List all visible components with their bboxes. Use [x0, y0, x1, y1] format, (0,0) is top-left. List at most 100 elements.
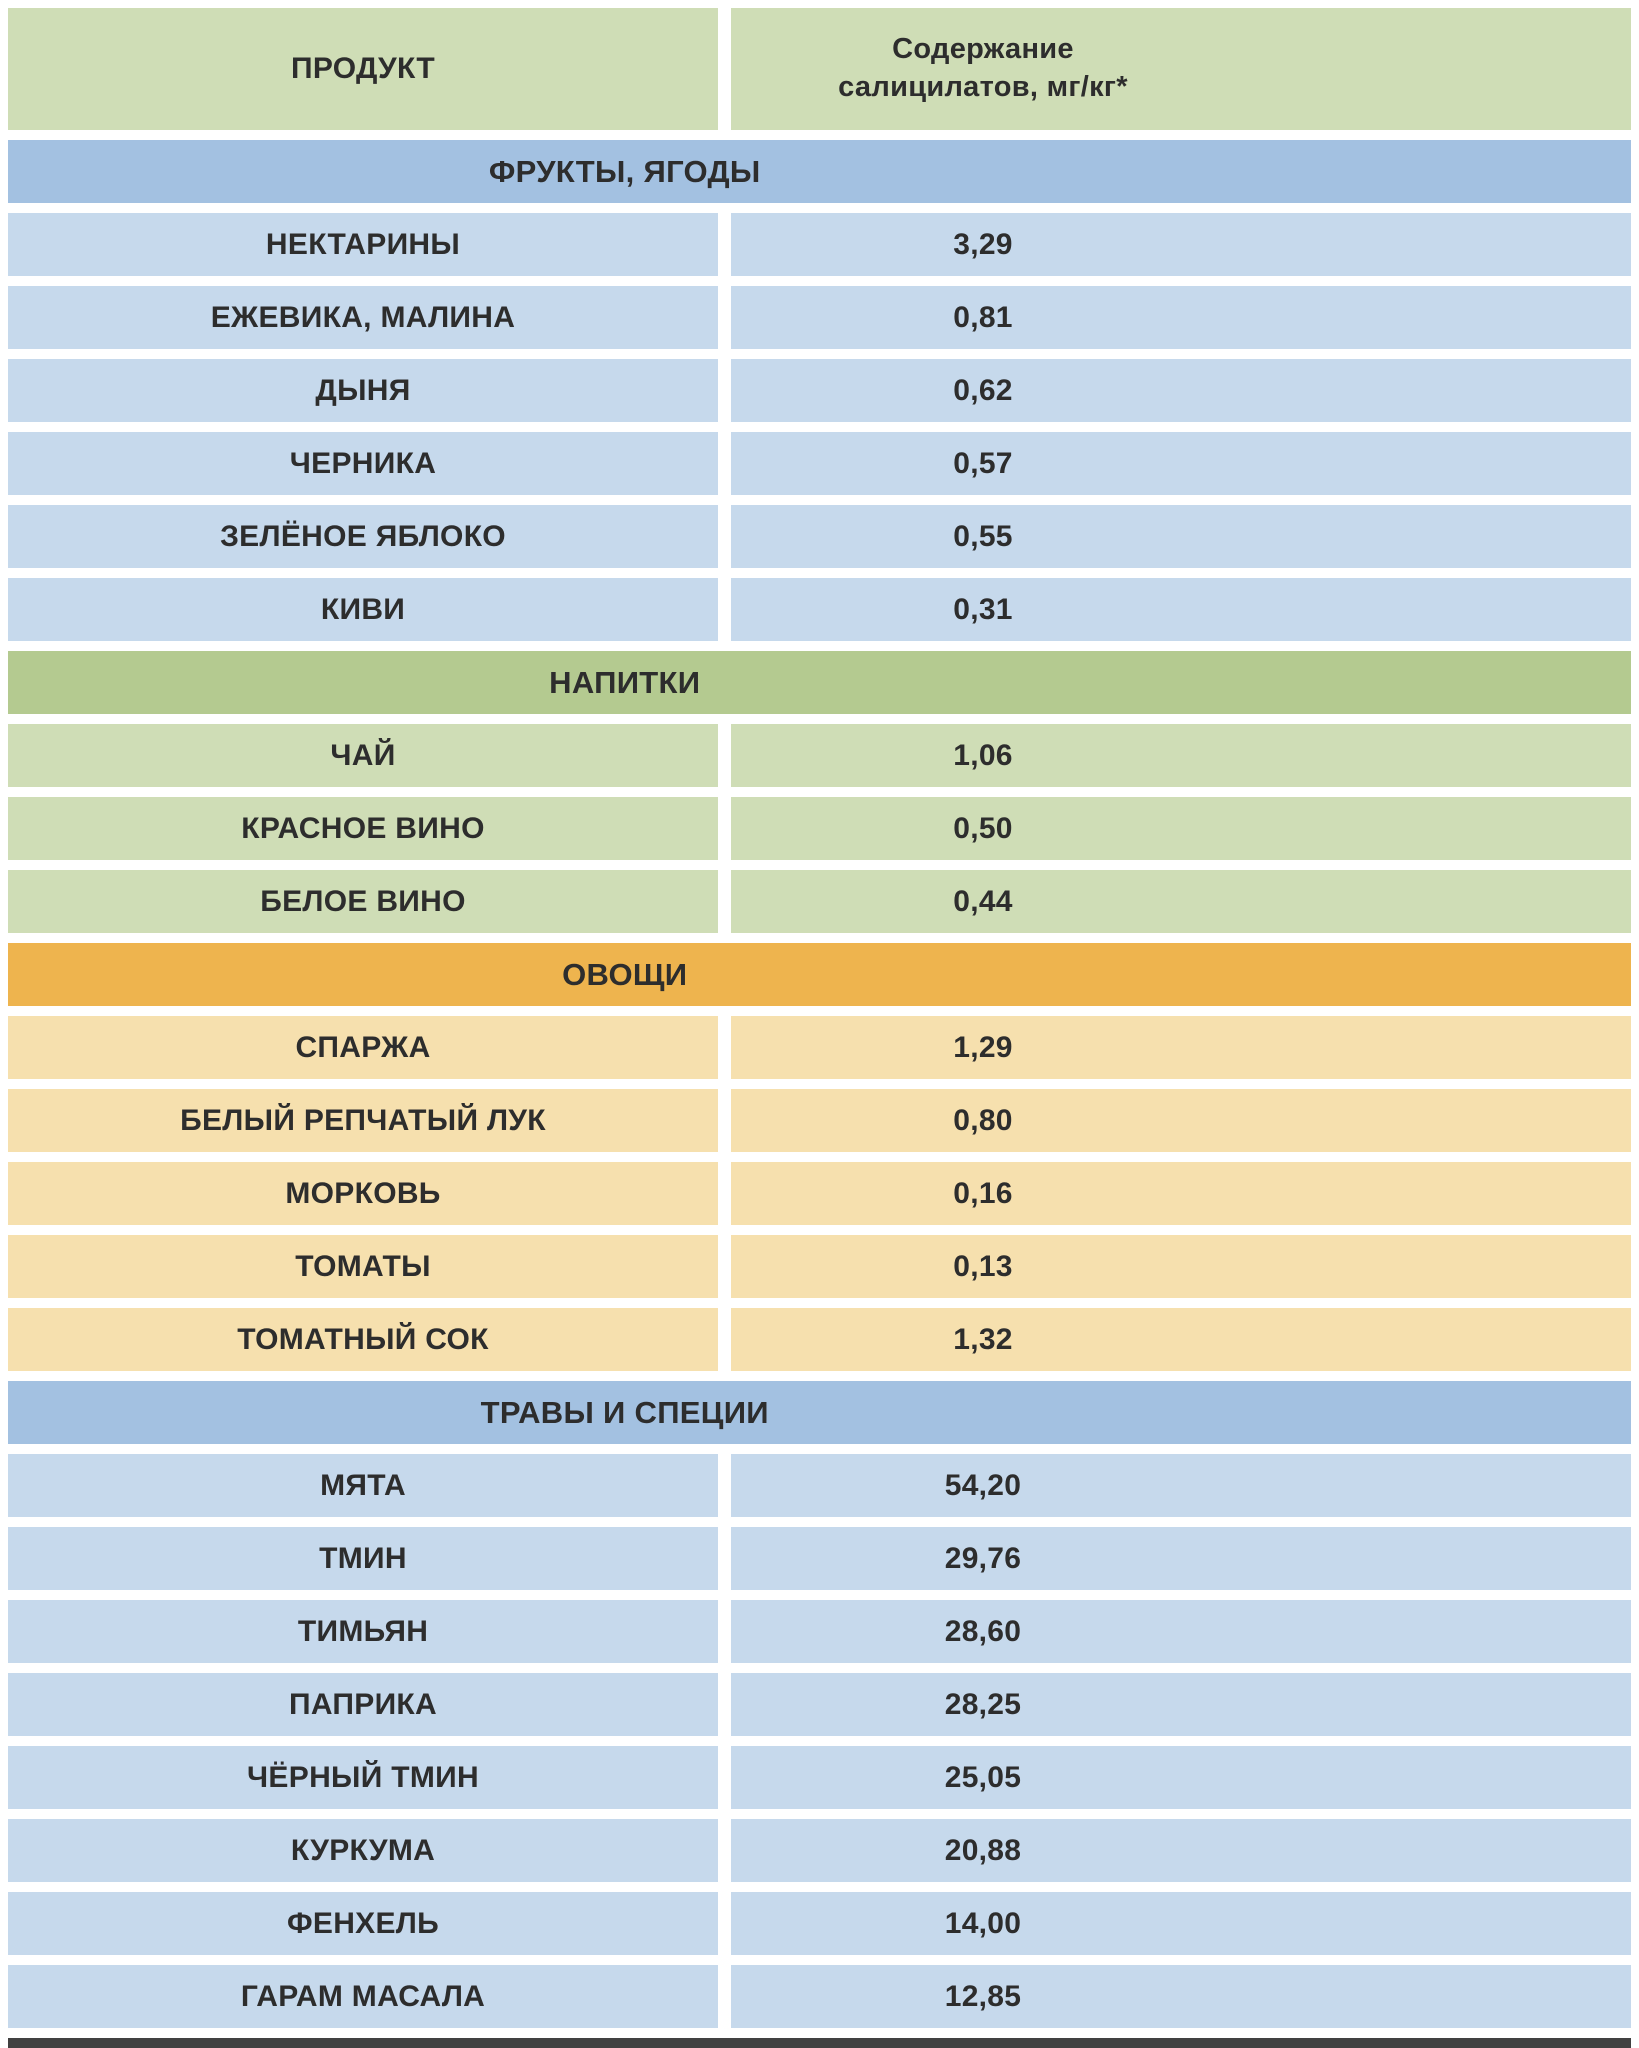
salicylate-value: 0,80 [953, 1103, 1013, 1137]
product-cell: КИВИ [8, 578, 718, 641]
table-row: МОРКОВЬ 0,16 [8, 1162, 1631, 1225]
product-cell: ТИМЬЯН [8, 1600, 718, 1663]
product-cell: ПАПРИКА [8, 1673, 718, 1736]
value-cell: 29,76 [731, 1527, 1631, 1590]
salicylate-value: 54,20 [944, 1468, 1022, 1502]
product-name: ЗЕЛЁНОЕ ЯБЛОКО [220, 519, 506, 553]
product-name: ТМИН [319, 1541, 407, 1575]
table-row: МЯТА 54,20 [8, 1454, 1631, 1517]
salicylate-value: 0,16 [953, 1176, 1013, 1210]
salicylate-value: 25,05 [944, 1760, 1022, 1794]
salicylate-value: 0,44 [953, 884, 1013, 918]
product-name: МЯТА [320, 1468, 406, 1502]
product-name: ГАРАМ МАСАЛА [240, 1979, 486, 2013]
section-header: НАПИТКИ [8, 651, 1631, 714]
value-cell: 3,29 [731, 213, 1631, 276]
value-cell: 0,13 [731, 1235, 1631, 1298]
column-header-product: ПРОДУКТ [8, 8, 718, 130]
table-row: НЕКТАРИНЫ 3,29 [8, 213, 1631, 276]
table-row: ЧЕРНИКА 0,57 [8, 432, 1631, 495]
product-name: КУРКУМА [290, 1833, 436, 1867]
product-name: ЧЕРНИКА [289, 446, 437, 480]
salicylate-value: 14,00 [944, 1906, 1022, 1940]
product-name: БЕЛОЕ ВИНО [260, 884, 466, 918]
section-title: НАПИТКИ [549, 664, 701, 700]
table-row: КИВИ 0,31 [8, 578, 1631, 641]
value-cell: 0,50 [731, 797, 1631, 860]
section-header: ОВОЩИ [8, 943, 1631, 1006]
product-cell: ТОМАТНЫЙ СОК [8, 1308, 718, 1371]
product-name: ТОМАТНЫЙ СОК [237, 1322, 489, 1356]
product-name: БЕЛЫЙ РЕПЧАТЫЙ ЛУК [180, 1103, 546, 1137]
product-name: КИВИ [320, 592, 406, 626]
value-cell: 1,29 [731, 1016, 1631, 1079]
section-title: ОВОЩИ [562, 956, 688, 992]
product-name: ЕЖЕВИКА, МАЛИНА [210, 300, 516, 334]
value-cell: 0,81 [731, 286, 1631, 349]
bottom-divider [8, 2038, 1631, 2048]
section-header: ТРАВЫ И СПЕЦИИ [8, 1381, 1631, 1444]
product-name: НЕКТАРИНЫ [265, 227, 461, 261]
column-header-product-label: ПРОДУКТ [291, 52, 435, 85]
product-cell: БЕЛОЕ ВИНО [8, 870, 718, 933]
table-row: ТМИН 29,76 [8, 1527, 1631, 1590]
value-cell: 0,80 [731, 1089, 1631, 1152]
product-name: ДЫНЯ [315, 373, 411, 407]
table-row: ПАПРИКА 28,25 [8, 1673, 1631, 1736]
product-cell: БЕЛЫЙ РЕПЧАТЫЙ ЛУК [8, 1089, 718, 1152]
product-cell: ЧЁРНЫЙ ТМИН [8, 1746, 718, 1809]
product-name: КРАСНОЕ ВИНО [241, 811, 485, 845]
salicylate-value: 0,81 [953, 300, 1013, 334]
value-cell: 0,44 [731, 870, 1631, 933]
salicylate-value: 29,76 [944, 1541, 1022, 1575]
salicylate-value: 28,25 [944, 1687, 1022, 1721]
salicylate-value: 1,32 [953, 1322, 1013, 1356]
product-name: МОРКОВЬ [285, 1176, 441, 1210]
value-cell: 14,00 [731, 1892, 1631, 1955]
value-cell: 0,55 [731, 505, 1631, 568]
value-cell: 0,57 [731, 432, 1631, 495]
table-row: КРАСНОЕ ВИНО 0,50 [8, 797, 1631, 860]
salicylate-value: 20,88 [944, 1833, 1022, 1867]
table-row: ЕЖЕВИКА, МАЛИНА 0,81 [8, 286, 1631, 349]
product-name: ФЕНХЕЛЬ [286, 1906, 439, 1940]
table-row: КУРКУМА 20,88 [8, 1819, 1631, 1882]
table-row: ДЫНЯ 0,62 [8, 359, 1631, 422]
product-name: ПАПРИКА [288, 1687, 438, 1721]
value-cell: 12,85 [731, 1965, 1631, 2028]
table-row: БЕЛОЕ ВИНО 0,44 [8, 870, 1631, 933]
product-cell: ТМИН [8, 1527, 718, 1590]
product-cell: МОРКОВЬ [8, 1162, 718, 1225]
product-cell: ЗЕЛЁНОЕ ЯБЛОКО [8, 505, 718, 568]
salicylate-value: 0,57 [953, 446, 1013, 480]
product-cell: ДЫНЯ [8, 359, 718, 422]
value-cell: 0,31 [731, 578, 1631, 641]
product-name: ЧЁРНЫЙ ТМИН [247, 1760, 479, 1794]
value-cell: 0,62 [731, 359, 1631, 422]
value-cell: 20,88 [731, 1819, 1631, 1882]
table-row: ГАРАМ МАСАЛА 12,85 [8, 1965, 1631, 2028]
table-row: СПАРЖА 1,29 [8, 1016, 1631, 1079]
table-row: ЧЁРНЫЙ ТМИН 25,05 [8, 1746, 1631, 1809]
product-cell: ЧЕРНИКА [8, 432, 718, 495]
salicylate-value: 0,62 [953, 373, 1013, 407]
value-cell: 1,32 [731, 1308, 1631, 1371]
salicylate-value: 0,50 [953, 811, 1013, 845]
product-cell: НЕКТАРИНЫ [8, 213, 718, 276]
table-header: ПРОДУКТ Содержание салицилатов, мг/кг* [8, 8, 1631, 130]
salicylate-value: 0,13 [953, 1249, 1013, 1283]
table-row: ЗЕЛЁНОЕ ЯБЛОКО 0,55 [8, 505, 1631, 568]
salicylate-value: 3,29 [953, 227, 1013, 261]
value-cell: 1,06 [731, 724, 1631, 787]
table-row: ФЕНХЕЛЬ 14,00 [8, 1892, 1631, 1955]
product-cell: КРАСНОЕ ВИНО [8, 797, 718, 860]
salicylate-value: 1,06 [953, 738, 1013, 772]
salicylate-value: 0,55 [953, 519, 1013, 553]
salicylate-value: 1,29 [953, 1030, 1013, 1064]
section-title: ФРУКТЫ, ЯГОДЫ [488, 153, 761, 189]
table-row: ЧАЙ 1,06 [8, 724, 1631, 787]
product-name: ТИМЬЯН [297, 1614, 429, 1648]
salicylate-value: 28,60 [944, 1614, 1022, 1648]
product-cell: КУРКУМА [8, 1819, 718, 1882]
